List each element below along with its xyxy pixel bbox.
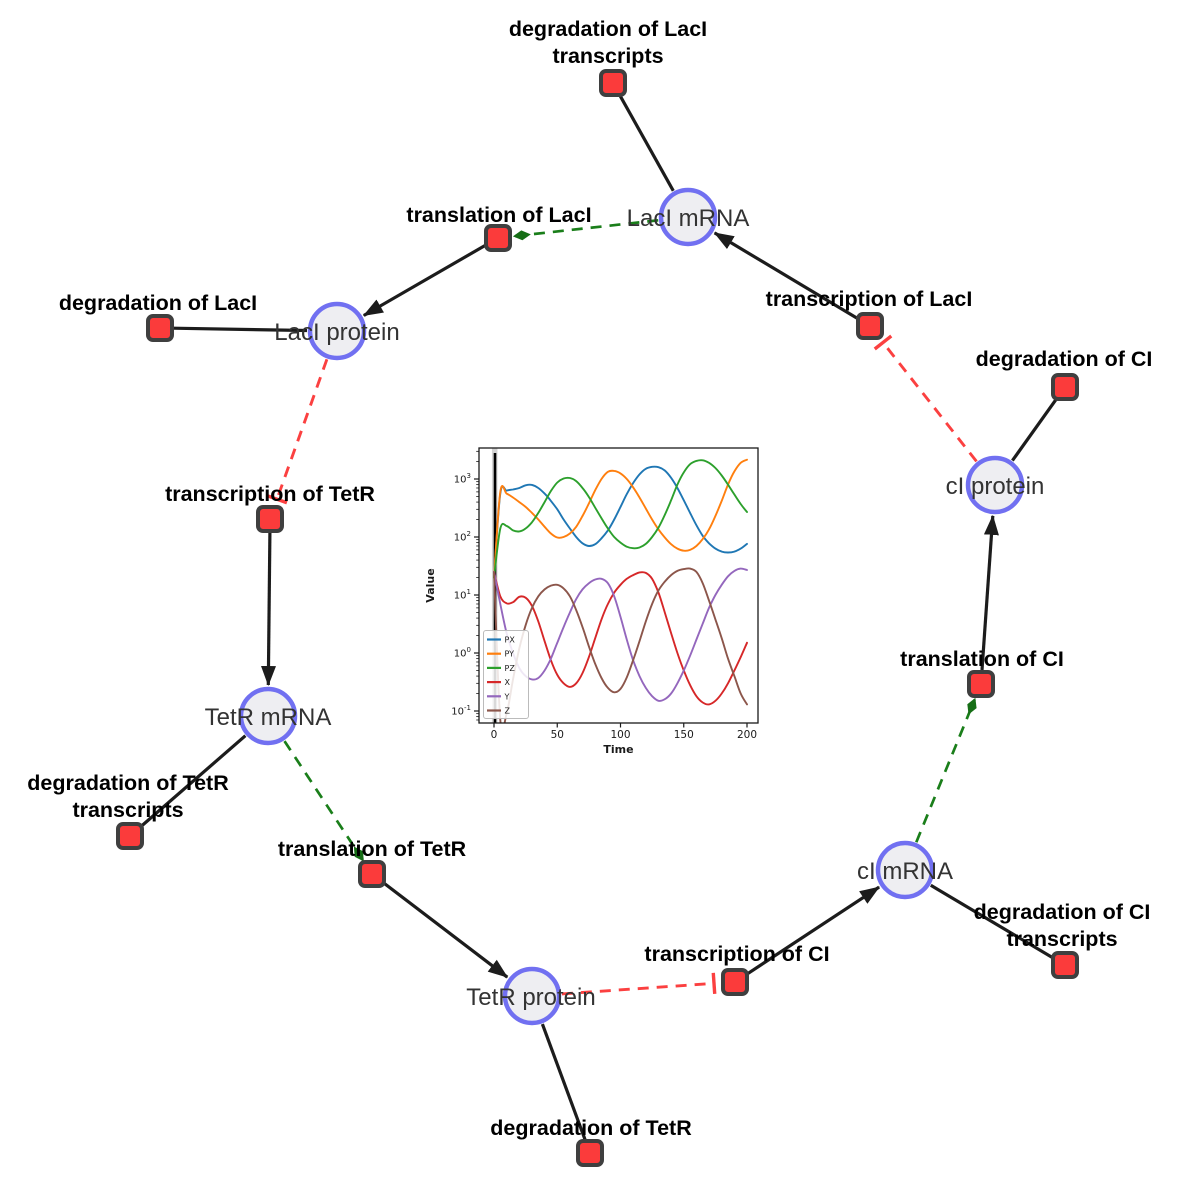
reaction-label-translation-ci: translation of CI — [900, 647, 1064, 671]
reaction-label-degradation-tetr: degradation of TetR — [490, 1116, 692, 1140]
edge-consumption-ci-protein-to-degradation-ci — [1011, 396, 1059, 462]
edge-production-translation-ci-to-ci-protein — [980, 514, 999, 671]
reaction-node-translation-tetr — [358, 860, 386, 888]
edge-modifier-ci-mrna-to-translation-ci — [915, 697, 977, 843]
edge-production-translation-tetr-to-tetr-protein — [382, 881, 509, 979]
reaction-node-degradation-laci-transcripts — [599, 69, 627, 97]
species-label-laci-protein: LacI protein — [274, 319, 399, 346]
chart-figure-background — [424, 436, 774, 764]
edge-inhibition-ci-protein-to-transcription-laci — [873, 334, 978, 463]
species-node-ci-mrna — [875, 840, 935, 900]
reaction-node-translation-laci — [484, 224, 512, 252]
edge-production-transcription-laci-to-laci-mrna — [713, 231, 859, 321]
reaction-node-transcription-laci — [856, 312, 884, 340]
edge-modifier-tetr-mrna-to-translation-tetr — [283, 740, 364, 862]
legend-label-x: X — [505, 678, 511, 687]
species-node-laci-mrna — [658, 187, 718, 247]
x-tick-label: 0 — [491, 729, 498, 741]
reaction-node-degradation-tetr-transcripts — [116, 822, 144, 850]
edge-consumption-laci-protein-to-degradation-laci — [172, 326, 308, 333]
y-axis-label: Value — [424, 568, 437, 602]
reaction-node-degradation-laci — [146, 314, 174, 342]
reaction-node-transcription-tetr — [256, 505, 284, 533]
chart-line-z — [493, 567, 748, 723]
nodes-layer — [116, 69, 1079, 1167]
edge-consumption-ci-mrna-to-degradation-ci-transcripts — [929, 883, 1055, 960]
reaction-label-degradation-laci-transcripts: transcripts — [552, 44, 663, 68]
reaction-label-translation-tetr: translation of TetR — [278, 837, 467, 861]
legend-label-py: PY — [505, 650, 515, 659]
species-node-tetr-protein — [502, 966, 562, 1026]
reaction-label-transcription-laci: transcription of LacI — [766, 287, 973, 311]
chart-line-x — [493, 570, 748, 706]
species-label-laci-mrna: LacI mRNA — [627, 205, 750, 232]
reaction-label-degradation-laci-transcripts: degradation of LacI — [509, 17, 707, 41]
reaction-label-degradation-ci: degradation of CI — [976, 347, 1153, 371]
reaction-node-translation-ci — [967, 670, 995, 698]
legend-label-z: Z — [505, 707, 511, 716]
chart-line-y — [493, 567, 748, 702]
reaction-label-transcription-tetr: transcription of TetR — [165, 482, 375, 506]
species-label-ci-protein: cI protein — [946, 473, 1045, 500]
edge-production-translation-laci-to-laci-protein — [362, 243, 487, 317]
edge-consumption-laci-mrna-to-degradation-laci-transcripts — [617, 93, 675, 192]
edge-modifier-laci-mrna-to-translation-laci — [512, 218, 659, 241]
chart-line-pz — [493, 459, 748, 579]
x-tick-label: 150 — [674, 729, 694, 741]
reaction-node-transcription-ci — [721, 968, 749, 996]
edge-inhibition-laci-protein-to-transcription-tetr — [266, 358, 329, 505]
reaction-label-degradation-ci-transcripts: transcripts — [1006, 927, 1117, 951]
reaction-label-degradation-ci-transcripts: degradation of CI — [974, 900, 1151, 924]
edges-layer — [138, 93, 1059, 1142]
x-tick-label: 100 — [610, 729, 630, 741]
x-tick-label: 50 — [551, 729, 564, 741]
inset-chart: 0 50 100 150 200Time10-1100101102103ValuePXP… — [424, 436, 774, 764]
reaction-node-degradation-ci-transcripts — [1051, 951, 1079, 979]
legend-label-y: Y — [504, 692, 510, 701]
edge-production-transcription-ci-to-ci-mrna — [745, 885, 880, 976]
reaction-label-degradation-tetr-transcripts: transcripts — [72, 798, 183, 822]
reaction-label-transcription-ci: transcription of CI — [644, 942, 829, 966]
x-axis-label: Time — [603, 743, 633, 756]
species-node-tetr-mrna — [238, 686, 298, 746]
labels-layer: LacI mRNA LacI protein TetR mRNA TetR prote… — [27, 17, 1152, 1140]
species-label-tetr-protein: TetR protein — [466, 984, 595, 1011]
edge-consumption-tetr-protein-to-degradation-tetr — [540, 1023, 588, 1142]
reaction-node-degradation-ci — [1051, 373, 1079, 401]
reaction-label-translation-laci: translation of LacI — [406, 203, 591, 227]
species-label-tetr-mrna: TetR mRNA — [205, 704, 332, 731]
species-label-ci-mrna: cI mRNA — [857, 858, 953, 885]
edge-inhibition-tetr-protein-to-transcription-ci — [561, 972, 717, 996]
legend-label-pz: PZ — [505, 664, 516, 673]
edge-production-transcription-tetr-to-tetr-mrna — [261, 532, 276, 686]
reaction-node-degradation-tetr — [576, 1139, 604, 1167]
edge-consumption-tetr-mrna-to-degradation-tetr-transcripts — [138, 734, 247, 829]
species-node-ci-protein — [965, 455, 1025, 515]
x-tick-label: 200 — [737, 729, 757, 741]
legend-label-px: PX — [505, 636, 516, 645]
reaction-label-degradation-tetr-transcripts: degradation of TetR — [27, 771, 229, 795]
reaction-label-degradation-laci: degradation of LacI — [59, 291, 257, 315]
chart-axes-frame — [478, 447, 759, 724]
species-node-laci-protein — [307, 301, 367, 361]
